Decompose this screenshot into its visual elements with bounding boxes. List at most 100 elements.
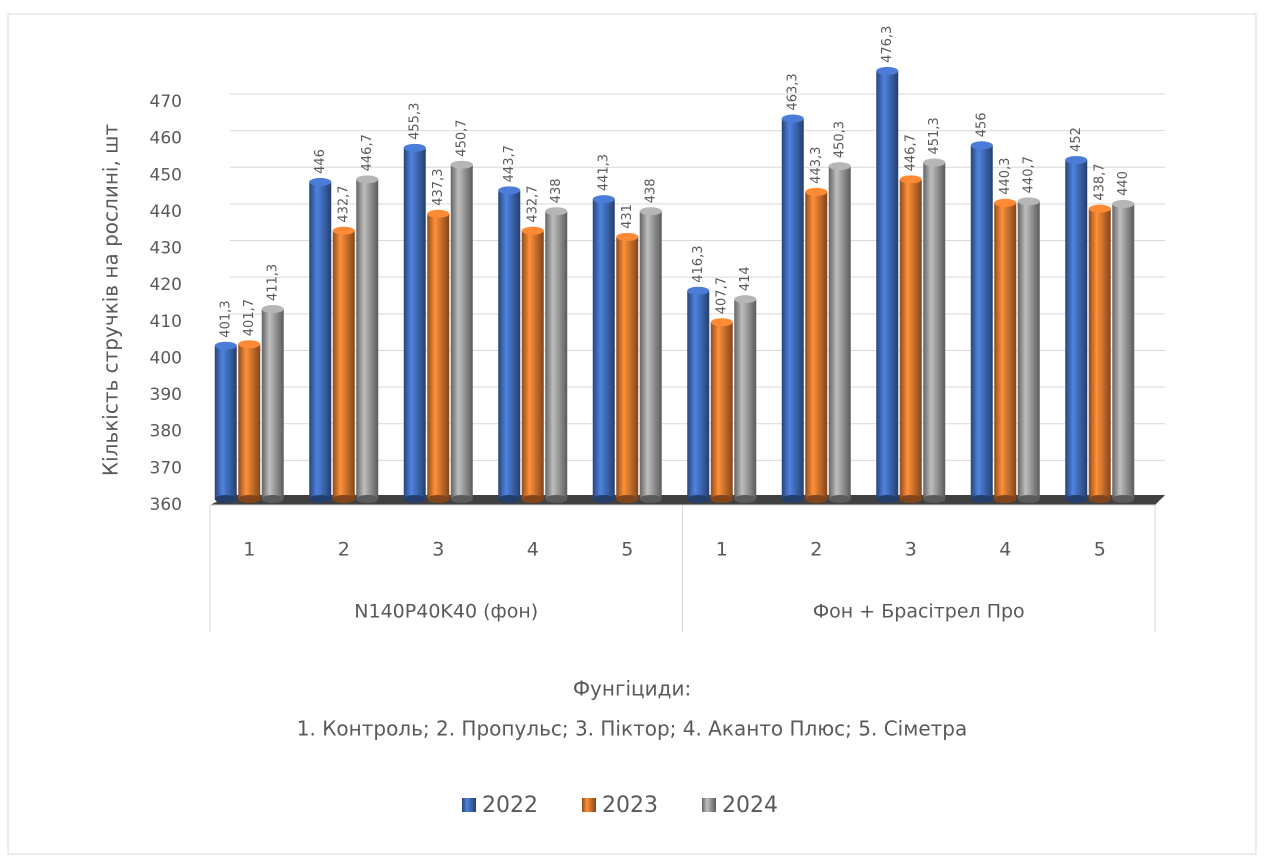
bar bbox=[238, 340, 261, 503]
bar-body bbox=[309, 181, 332, 499]
bar-top bbox=[970, 141, 993, 150]
bar-base bbox=[734, 495, 757, 503]
bar-top bbox=[309, 177, 332, 186]
bar-base bbox=[356, 495, 379, 503]
bar bbox=[994, 198, 1017, 503]
bar bbox=[710, 318, 733, 503]
bar-top bbox=[214, 341, 237, 350]
x-tick-label: 3 bbox=[905, 539, 917, 561]
value-label: 440 bbox=[1116, 171, 1131, 196]
bar-body bbox=[545, 211, 568, 499]
bar-base bbox=[710, 495, 733, 503]
bar bbox=[970, 141, 993, 503]
bar bbox=[876, 66, 899, 503]
bar-top bbox=[498, 186, 521, 195]
bar bbox=[521, 226, 544, 503]
y-tick-label: 420 bbox=[150, 275, 182, 295]
bar bbox=[616, 232, 639, 503]
bar-body bbox=[427, 213, 450, 499]
bar-top bbox=[1112, 199, 1135, 208]
bar-body bbox=[710, 322, 733, 499]
bar-body bbox=[332, 230, 355, 500]
bar bbox=[1112, 199, 1135, 503]
y-tick-label: 460 bbox=[150, 129, 182, 149]
y-tick-label: 360 bbox=[150, 495, 182, 515]
value-label: 407,7 bbox=[714, 277, 729, 314]
bar bbox=[450, 160, 473, 503]
bar-body bbox=[592, 199, 615, 499]
group-label: N140P40K40 (фон) bbox=[354, 601, 538, 623]
bar-base bbox=[309, 495, 332, 503]
value-label: 455,3 bbox=[407, 103, 422, 140]
bar-body bbox=[899, 179, 922, 499]
value-label: 411,3 bbox=[265, 264, 280, 301]
x-tick-label: 3 bbox=[432, 539, 444, 561]
value-label: 440,7 bbox=[1021, 156, 1036, 193]
value-label: 438 bbox=[643, 178, 658, 203]
bar-body bbox=[356, 179, 379, 499]
y-tick-label: 450 bbox=[150, 165, 182, 185]
y-tick-label: 470 bbox=[150, 92, 182, 112]
bar bbox=[332, 226, 355, 503]
x-axis-label: Фунгіциди: bbox=[573, 677, 691, 701]
bar-top bbox=[1088, 204, 1111, 213]
legend-swatch bbox=[582, 798, 596, 812]
y-tick-label: 410 bbox=[150, 312, 182, 332]
bar bbox=[687, 286, 710, 503]
bar-body bbox=[1017, 201, 1040, 499]
bar-base bbox=[639, 495, 662, 503]
value-label: 446,7 bbox=[903, 134, 918, 171]
bar-top bbox=[710, 318, 733, 327]
bar-top bbox=[261, 305, 284, 314]
bar bbox=[261, 305, 284, 503]
bar-top bbox=[687, 286, 710, 295]
y-tick-label: 400 bbox=[150, 348, 182, 368]
bar bbox=[828, 162, 851, 503]
bar-base bbox=[450, 495, 473, 503]
value-label: 443,7 bbox=[502, 145, 517, 182]
bar-body bbox=[639, 211, 662, 499]
bar-base bbox=[1065, 495, 1088, 503]
bar-body bbox=[521, 230, 544, 500]
bar bbox=[639, 207, 662, 503]
bar-top bbox=[521, 226, 544, 235]
bar bbox=[1065, 155, 1088, 503]
bar bbox=[545, 207, 568, 503]
x-tick-label: 1 bbox=[716, 539, 728, 561]
value-label: 440,3 bbox=[998, 158, 1013, 195]
value-label: 476,3 bbox=[880, 26, 895, 63]
bar-base bbox=[214, 495, 237, 503]
x-tick-label: 4 bbox=[527, 539, 539, 561]
bar bbox=[805, 187, 828, 503]
x-tick-label: 2 bbox=[810, 539, 822, 561]
bar-top bbox=[899, 175, 922, 184]
bar-body bbox=[805, 191, 828, 499]
value-label: 446 bbox=[313, 149, 328, 174]
bar-base bbox=[970, 495, 993, 503]
bar bbox=[356, 175, 379, 503]
bar-body bbox=[498, 190, 521, 499]
value-label: 446,7 bbox=[360, 134, 375, 171]
bar-top bbox=[545, 207, 568, 216]
bar-body bbox=[970, 145, 993, 500]
bar-top bbox=[332, 226, 355, 235]
value-label: 441,3 bbox=[596, 154, 611, 191]
bar bbox=[592, 195, 615, 503]
bar bbox=[309, 177, 332, 503]
bar bbox=[427, 209, 450, 503]
bar-top bbox=[1065, 155, 1088, 164]
bar-base bbox=[592, 495, 615, 503]
value-label: 450,3 bbox=[832, 121, 847, 158]
value-label: 414 bbox=[738, 266, 753, 291]
bar bbox=[923, 158, 946, 503]
bar-body bbox=[616, 236, 639, 499]
bar-body bbox=[828, 166, 851, 499]
bar-base bbox=[876, 495, 899, 503]
bar-body bbox=[923, 162, 946, 499]
value-label: 432,7 bbox=[336, 185, 351, 222]
bar-top bbox=[592, 195, 615, 204]
y-tick-label: 440 bbox=[150, 202, 182, 222]
bar-base bbox=[521, 495, 544, 503]
bar-base bbox=[781, 495, 804, 503]
